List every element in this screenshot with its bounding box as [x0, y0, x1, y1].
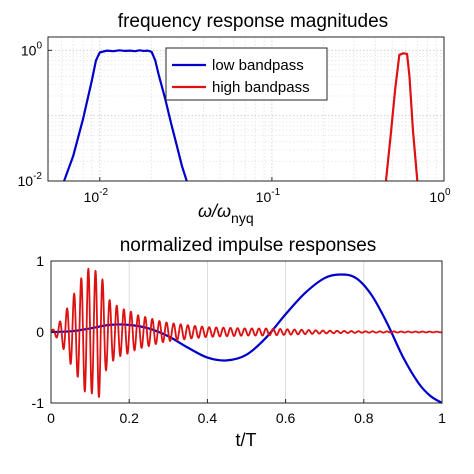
top-title: frequency response magnitudes	[118, 11, 388, 32]
top-x-tick-label: 100	[429, 187, 451, 205]
bottom-x-tick-label: 0.8	[354, 410, 374, 426]
bottom-x-ticks: 0 0.2 0.4 0.6 0.8 1	[47, 399, 446, 426]
bottom-x-tick-label: 0.4	[198, 410, 218, 426]
top-y-ticks: 10-2 100	[18, 40, 52, 189]
top-lines	[63, 49, 419, 181]
bottom-x-axis-label: t/T	[236, 430, 257, 450]
bottom-y-tick-label: 1	[36, 253, 44, 269]
top-x-axis-label: ω/ωnyq	[198, 201, 254, 226]
bottom-series-high-bandpass	[51, 267, 442, 398]
bottom-x-tick-label: 0.6	[276, 410, 296, 426]
bottom-title: normalized impulse responses	[120, 235, 377, 256]
bottom-x-tick-label: 1	[438, 410, 446, 426]
top-series-high-bandpass	[384, 52, 419, 181]
legend: low bandpass high bandpass	[165, 47, 328, 101]
impulse-response-panel: normalized impulse responses 0 0.2 0.4 0.6 0…	[32, 235, 447, 450]
bottom-y-ticks: -1 0 1	[32, 253, 55, 411]
top-x-axis-label-main: ω/ω	[198, 201, 231, 221]
bottom-x-tick-label: 0	[47, 410, 55, 426]
top-y-tick-label: 10-2	[18, 171, 43, 189]
bottom-y-tick-label: 0	[36, 324, 44, 340]
legend-box	[165, 47, 328, 101]
frequency-response-panel: frequency response magnitudes 10-2 10-1 10…	[18, 11, 451, 226]
top-x-tick-label: 10-2	[84, 187, 109, 205]
top-y-tick-label: 100	[21, 40, 43, 58]
bottom-y-tick-label: -1	[32, 395, 45, 411]
legend-label-high: high bandpass	[212, 79, 310, 96]
legend-label-low: low bandpass	[212, 57, 304, 74]
top-x-ticks: 10-2 10-1 100	[84, 177, 451, 205]
top-x-axis-label-sub: nyq	[231, 210, 254, 226]
bottom-lines	[51, 267, 442, 404]
bottom-x-tick-label: 0.2	[119, 410, 139, 426]
top-x-tick-label: 10-1	[256, 187, 281, 205]
top-series-low-bandpass	[63, 49, 188, 181]
top-axes-box	[47, 36, 445, 182]
